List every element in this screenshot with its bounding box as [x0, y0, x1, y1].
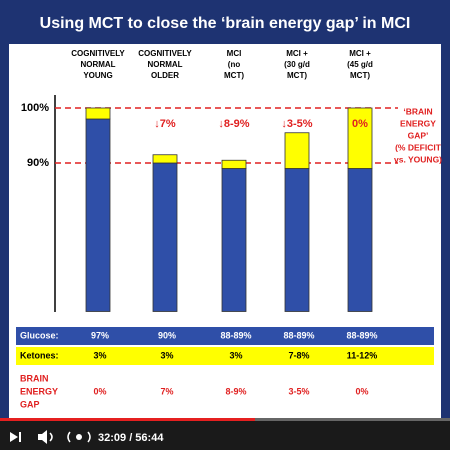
category-label: MCT): [287, 71, 307, 80]
gap-note: vs. YOUNG): [394, 154, 442, 164]
bar-segment: [152, 162, 178, 312]
bar-segment: [347, 107, 373, 169]
next-button[interactable]: [10, 432, 21, 442]
category-label: MCI: [227, 49, 242, 58]
bar-segment: [221, 159, 247, 169]
time-display: 32:09 / 56:44: [98, 432, 164, 444]
bar-segment: [85, 118, 111, 312]
category-label: COGNITIVELY: [138, 49, 192, 58]
table-cell: 88-89%: [283, 330, 314, 340]
bar-segment: [85, 107, 111, 120]
row-label: GAP: [20, 399, 40, 409]
volume-button[interactable]: [38, 430, 53, 444]
table-cell: 90%: [158, 330, 176, 340]
deficit-label: 0%: [352, 118, 368, 130]
table-cell: 11-12%: [347, 350, 378, 360]
gap-note: GAP’: [408, 130, 429, 140]
y-tick-label: 90%: [27, 157, 49, 169]
table-cell: 3%: [160, 350, 173, 360]
gap-note: ‘BRAIN: [403, 106, 432, 116]
category-label: (45 g/d: [347, 60, 373, 69]
category-label: (no: [228, 60, 241, 69]
player-bar: [0, 418, 450, 450]
category-label: MCT): [350, 71, 370, 80]
table-cell: 0%: [355, 386, 368, 396]
table-row: [16, 327, 434, 345]
category-label: COGNITIVELY: [71, 49, 125, 58]
row-label: Ketones:: [20, 350, 59, 360]
table-cell: 3%: [229, 350, 242, 360]
bar-segment: [347, 168, 373, 312]
category-label: (30 g/d: [284, 60, 310, 69]
slide-title: Using MCT to close the ‘brain energy gap…: [40, 15, 411, 32]
progress-fill[interactable]: [0, 418, 255, 421]
gap-note: ENERGY: [400, 118, 436, 128]
table-cell: 0%: [93, 386, 106, 396]
deficit-label: ↓7%: [154, 118, 176, 130]
table-cell: 88-89%: [346, 330, 377, 340]
category-label: NORMAL: [80, 60, 115, 69]
deficit-label: ↓8-9%: [218, 118, 249, 130]
category-label: YOUNG: [83, 71, 112, 80]
table-cell: 88-89%: [220, 330, 251, 340]
category-label: OLDER: [151, 71, 179, 80]
row-label: BRAIN: [20, 373, 49, 383]
category-label: NORMAL: [147, 60, 182, 69]
bar-segment: [221, 168, 247, 312]
bar-segment: [152, 154, 178, 164]
bar-segment: [284, 132, 310, 169]
gap-note: (% DEFICIT: [395, 142, 442, 152]
table-cell: 3-5%: [288, 386, 309, 396]
table-cell: 7%: [160, 386, 173, 396]
row-label: Glucose:: [20, 330, 59, 340]
deficit-label: ↓3-5%: [281, 118, 312, 130]
bar-segment: [284, 168, 310, 312]
row-label: ENERGY: [20, 386, 58, 396]
y-tick-label: 100%: [21, 102, 49, 114]
table-row: [16, 347, 434, 365]
table-cell: 8-9%: [225, 386, 246, 396]
table-cell: 97%: [91, 330, 109, 340]
category-label: MCT): [224, 71, 244, 80]
category-label: MCI +: [349, 49, 371, 58]
table-cell: 7-8%: [288, 350, 309, 360]
captions-button[interactable]: [67, 431, 91, 443]
table-cell: 3%: [93, 350, 106, 360]
category-label: MCI +: [286, 49, 308, 58]
